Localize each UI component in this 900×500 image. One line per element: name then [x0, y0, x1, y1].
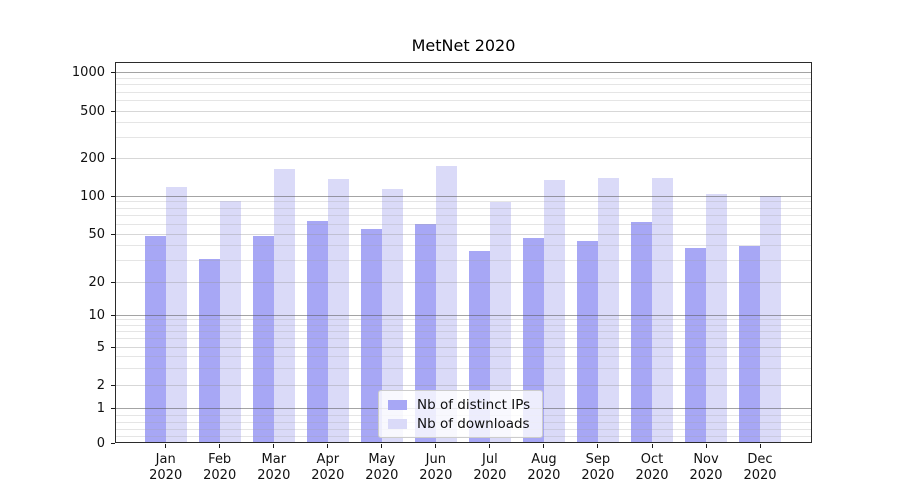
- x-tick-label: Jun 2020: [419, 452, 453, 483]
- bar-downloads-aug: [543, 180, 565, 443]
- bar-distinct-ips-jan: [144, 236, 166, 443]
- y-tick-label: 200: [80, 150, 105, 166]
- legend-label-distinct-ips: Nb of distinct IPs: [417, 396, 531, 413]
- x-tick-label: Mar 2020: [257, 452, 291, 483]
- x-tick-label: Oct 2020: [635, 452, 669, 483]
- bar-downloads-may: [381, 188, 403, 443]
- bar-distinct-ips-mar: [252, 236, 274, 443]
- bar-downloads-mar: [273, 168, 295, 443]
- x-tick-label: Feb 2020: [203, 452, 237, 483]
- y-tick-label: 50: [88, 226, 105, 242]
- legend-swatch-downloads-icon: [388, 418, 407, 429]
- y-tick-mark: [111, 195, 115, 197]
- y-tick-mark: [111, 110, 115, 112]
- x-tick-mark: [219, 444, 221, 448]
- bars-layer: [115, 62, 812, 443]
- chart-title: MetNet 2020: [411, 36, 516, 55]
- x-tick-label: Jul 2020: [473, 452, 507, 483]
- legend-label-downloads: Nb of downloads: [417, 415, 530, 432]
- y-tick-label: 5: [96, 339, 105, 355]
- x-tick-mark: [327, 444, 329, 448]
- bar-downloads-feb: [219, 200, 241, 443]
- x-tick-mark: [435, 444, 437, 448]
- y-tick-mark: [111, 157, 115, 159]
- legend-entry-distinct-ips: Nb of distinct IPs: [388, 395, 533, 414]
- bar-distinct-ips-nov: [685, 248, 706, 443]
- bar-downloads-sep: [597, 177, 619, 443]
- x-tick-mark: [381, 444, 383, 448]
- x-tick-mark: [543, 444, 545, 448]
- y-tick-mark: [111, 442, 115, 444]
- bar-downloads-apr: [327, 178, 349, 443]
- legend-swatch-distinct-ips-icon: [388, 399, 407, 410]
- x-tick-mark: [489, 444, 491, 448]
- x-tick-mark: [705, 444, 707, 448]
- bar-downloads-nov: [706, 194, 727, 443]
- bar-downloads-oct: [652, 178, 673, 443]
- x-tick-mark: [759, 444, 761, 448]
- bar-distinct-ips-dec: [739, 245, 760, 443]
- bar-distinct-ips-oct: [631, 222, 652, 443]
- bar-downloads-dec: [760, 196, 781, 443]
- y-tick-label: 10: [88, 307, 105, 323]
- y-tick-label: 100: [80, 188, 105, 204]
- x-tick-mark: [165, 444, 167, 448]
- y-tick-mark: [111, 314, 115, 316]
- bar-distinct-ips-sep: [576, 240, 598, 443]
- x-tick-label: Apr 2020: [311, 452, 345, 483]
- legend: Nb of distinct IPs Nb of downloads: [378, 390, 543, 438]
- y-tick-label: 0: [96, 435, 105, 451]
- y-tick-mark: [111, 407, 115, 409]
- y-tick-mark: [111, 281, 115, 283]
- y-tick-label: 1: [96, 400, 105, 416]
- y-tick-label: 20: [88, 274, 105, 290]
- y-tick-mark: [111, 346, 115, 348]
- x-tick-label: Aug 2020: [527, 452, 561, 483]
- y-tick-mark: [111, 72, 115, 73]
- x-tick-label: Sep 2020: [581, 452, 615, 483]
- bar-downloads-jun: [435, 166, 457, 443]
- x-tick-label: May 2020: [365, 452, 399, 483]
- x-tick-label: Nov 2020: [689, 452, 723, 483]
- y-tick-label: 500: [80, 103, 105, 119]
- plot-area: [115, 62, 812, 443]
- bar-downloads-jul: [489, 201, 511, 443]
- x-tick-label: Jan 2020: [149, 452, 183, 483]
- y-tick-label: 1000: [71, 65, 105, 80]
- bar-distinct-ips-apr: [306, 220, 328, 443]
- x-tick-mark: [273, 444, 275, 448]
- y-tick-mark: [111, 384, 115, 386]
- x-tick-label: Dec 2020: [743, 452, 777, 483]
- bar-distinct-ips-may: [360, 228, 382, 443]
- bar-distinct-ips-feb: [198, 259, 220, 443]
- y-tick-label: 2: [96, 377, 105, 393]
- y-tick-mark: [111, 233, 115, 235]
- bar-distinct-ips-jun: [414, 224, 436, 443]
- legend-entry-downloads: Nb of downloads: [388, 414, 533, 433]
- bar-downloads-jan: [165, 187, 187, 443]
- x-tick-mark: [597, 444, 599, 448]
- x-tick-mark: [651, 444, 653, 448]
